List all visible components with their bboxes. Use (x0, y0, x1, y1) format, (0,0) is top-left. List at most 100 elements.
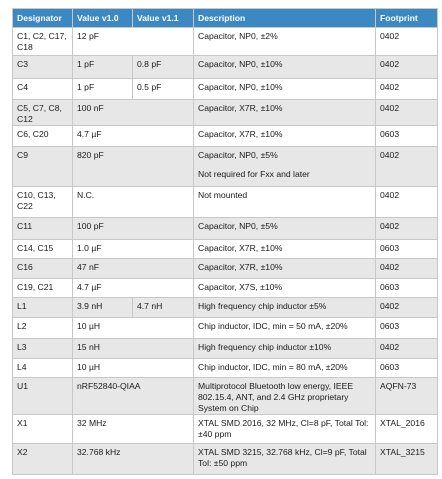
description-cell: Capacitor, NP0, ±5% (193, 217, 376, 240)
description-cell: Capacitor, NP0, ±10% (193, 55, 376, 79)
table-cell: 0402 (375, 217, 438, 240)
table-cell: 0402 (375, 338, 438, 359)
description-cell: Chip inductor, IDC, min = 50 mA, ±20% (193, 317, 376, 339)
table-cell: C6, C20 (12, 125, 73, 147)
table-body: C1, C2, C17, C18 12 pF Capacitor, NP0, ±2%… (12, 27, 438, 475)
table-row: C6, C20 4.7 µF Capacitor, X7R, ±10% 0603 (12, 125, 438, 147)
table-row: X1 32 MHz XTAL SMD 2016, 32 MHz, Cl=8 pF, … (12, 414, 438, 444)
table-cell: X2 (12, 443, 73, 475)
table-cell: 1 pF (72, 78, 133, 100)
description-cell: Capacitor, X7S, ±10% (193, 278, 376, 298)
bom-table-container: Designator Value v1.0 Value v1.1 Descriptio… (12, 8, 438, 475)
table-cell: C9 (12, 146, 73, 187)
table-cell: 0402 (375, 55, 438, 79)
table-cell: XTAL_2016 (375, 414, 438, 444)
table-cell: 0402 (375, 99, 438, 126)
column-header: Designator (12, 8, 73, 28)
description-cell: High frequency chip inductor ±10% (193, 338, 376, 359)
table-row: L1 3.9 nH 4.7 nH High frequency chip induct… (12, 297, 438, 318)
table-cell: XTAL_3215 (375, 443, 438, 475)
table-cell: 0402 (375, 78, 438, 100)
table-cell: 0402 (375, 297, 438, 318)
table-cell: X1 (12, 414, 73, 444)
table-cell: 3.9 nH (72, 297, 133, 318)
table-cell: 820 pF (72, 146, 194, 187)
column-header: Description (193, 8, 376, 28)
column-header: Footprint (375, 8, 438, 28)
table-cell: 1.0 µF (72, 239, 194, 259)
table-cell: L2 (12, 317, 73, 339)
table-row: C5, C7, C8, C12 100 nF Capacitor, X7R, ±10… (12, 99, 438, 126)
table-row: C11 100 pF Capacitor, NP0, ±5% 0402 (12, 217, 438, 240)
table-cell: C19, C21 (12, 278, 73, 298)
table-cell: C1, C2, C17, C18 (12, 27, 73, 56)
table-cell: 0402 (375, 146, 438, 187)
table-cell: 0603 (375, 125, 438, 147)
description-cell: High frequency chip inductor ±5% (193, 297, 376, 318)
table-cell: 10 µH (72, 358, 194, 378)
table-cell: C5, C7, C8, C12 (12, 99, 73, 126)
table-cell: 0603 (375, 239, 438, 259)
table-cell: 0402 (375, 258, 438, 279)
header-row: Designator Value v1.0 Value v1.1 Descriptio… (12, 8, 438, 28)
table-row: C4 1 pF 0.5 pF Capacitor, NP0, ±10% 0402 (12, 78, 438, 100)
table-cell: C16 (12, 258, 73, 279)
table-cell: C11 (12, 217, 73, 240)
table-cell: C14, C15 (12, 239, 73, 259)
table-cell: 12 pF (72, 27, 194, 56)
table-cell: 1 pF (72, 55, 133, 79)
description-cell: Capacitor, X7R, ±10% (193, 239, 376, 259)
description-cell: Multiprotocol Bluetooth low energy, IEEE… (193, 377, 376, 415)
table-cell: U1 (12, 377, 73, 415)
table-row: C16 47 nF Capacitor, X7R, ±10% 0402 (12, 258, 438, 279)
table-cell: 0402 (375, 27, 438, 56)
table-cell: 0603 (375, 317, 438, 339)
table-cell: 0402 (375, 186, 438, 218)
table-cell: nRF52840-QIAA (72, 377, 194, 415)
table-cell: 15 nH (72, 338, 194, 359)
table-cell: 4.7 nH (132, 297, 194, 318)
description-cell: Capacitor, X7R, ±10% (193, 125, 376, 147)
table-cell: 47 nF (72, 258, 194, 279)
table-row: U1 nRF52840-QIAA Multiprotocol Bluetooth l… (12, 377, 438, 415)
table-row: C3 1 pF 0.8 pF Capacitor, NP0, ±10% 0402 (12, 55, 438, 79)
table-cell: 32.768 kHz (72, 443, 194, 475)
column-header: Value v1.1 (132, 8, 194, 28)
table-cell: 0603 (375, 278, 438, 298)
table-row: C10, C13, C22 N.C. Not mounted 0402 (12, 186, 438, 218)
table-cell: 4.7 µF (72, 278, 194, 298)
column-header: Value v1.0 (72, 8, 133, 28)
description-cell: XTAL SMD 3215, 32.768 kHz, Cl=9 pF, Tota… (193, 443, 376, 475)
table-row: C9 820 pF Capacitor, NP0, ±5% Not required … (12, 146, 438, 187)
table-row: X2 32.768 kHz XTAL SMD 3215, 32.768 kHz, C… (12, 443, 438, 475)
table-row: L3 15 nH High frequency chip inductor ±10%… (12, 338, 438, 359)
bom-table: Designator Value v1.0 Value v1.1 Descriptio… (12, 8, 438, 475)
table-cell: L4 (12, 358, 73, 378)
cell-paragraph: Capacitor, NP0, ±5% (198, 150, 278, 160)
table-cell: 0603 (375, 358, 438, 378)
description-cell: Capacitor, NP0, ±2% (193, 27, 376, 56)
table-cell: 0.8 pF (132, 55, 194, 79)
table-cell: 32 MHz (72, 414, 194, 444)
table-row: L4 10 µH Chip inductor, IDC, min = 80 mA, … (12, 358, 438, 378)
description-cell: Capacitor, NP0, ±10% (193, 78, 376, 100)
table-cell: 100 nF (72, 99, 194, 126)
table-cell: L3 (12, 338, 73, 359)
description-cell: Capacitor, X7R, ±10% (193, 99, 376, 126)
description-cell: Not mounted (193, 186, 376, 218)
description-cell: Capacitor, X7R, ±10% (193, 258, 376, 279)
table-row: L2 10 µH Chip inductor, IDC, min = 50 mA, … (12, 317, 438, 339)
table-cell: C4 (12, 78, 73, 100)
table-cell: 100 pF (72, 217, 194, 240)
table-cell: C3 (12, 55, 73, 79)
description-cell: Chip inductor, IDC, min = 80 mA, ±20% (193, 358, 376, 378)
cell-paragraph: Not required for Fxx and later (198, 169, 310, 179)
description-cell: XTAL SMD 2016, 32 MHz, Cl=8 pF, Total To… (193, 414, 376, 444)
table-cell: 10 µH (72, 317, 194, 339)
table-cell: 0.5 pF (132, 78, 194, 100)
table-cell: 4.7 µF (72, 125, 194, 147)
table-cell: N.C. (72, 186, 194, 218)
table-row: C14, C15 1.0 µF Capacitor, X7R, ±10% 0603 (12, 239, 438, 259)
description-cell: Capacitor, NP0, ±5% Not required for Fxx … (193, 146, 376, 187)
